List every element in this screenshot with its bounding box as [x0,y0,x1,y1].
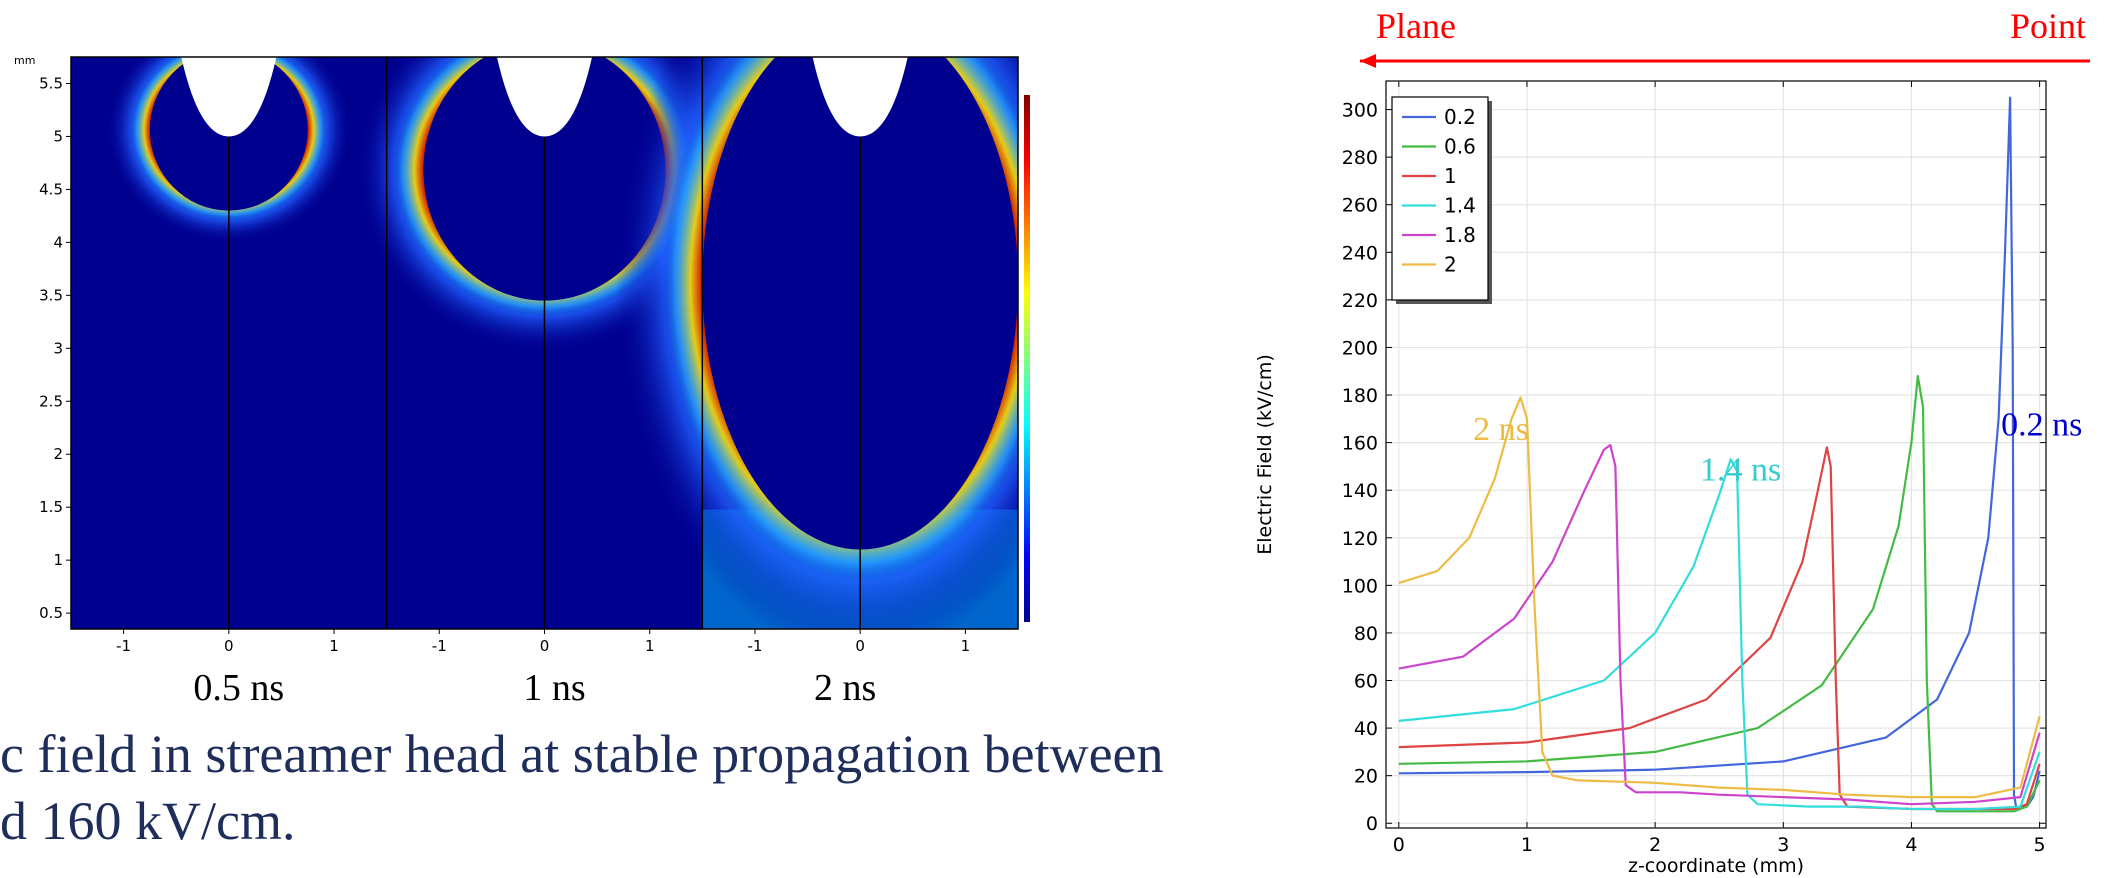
x-tick-label: 0 [1393,834,1405,856]
series-line-2 [1398,396,2041,799]
heatmap-y-tick: 4.5 [39,180,63,198]
caption-line-2: d 160 kV/cm. [0,791,296,851]
heatmap-time-label: 0.5 ns [193,667,284,709]
heatmap-y-tick: 5 [53,127,63,145]
series-annotation: 2 ns [1473,411,1529,448]
y-tick-label: 240 [1342,242,1378,264]
y-tick-label: 0 [1366,813,1378,835]
y-tick-label: 120 [1342,528,1378,550]
y-tick-label: 300 [1342,100,1378,122]
heatmap-y-tick: 3 [53,339,63,357]
heatmap-x-tick: 1 [329,637,339,655]
y-tick-label: 40 [1354,718,1378,740]
legend: 0.2 0.6 1 1.4 1.8 2 [1391,96,1492,304]
heatmap-panel-3 [615,57,1018,629]
header-right-label: Point [2010,6,2086,46]
y-tick-label: 200 [1342,337,1378,359]
heatmap-x-tick: 0 [855,637,865,655]
legend-entry: 1.8 [1444,223,1476,247]
legend-entry: 0.2 [1444,105,1476,129]
x-tick-label: 1 [1521,834,1533,856]
y-tick-label: 100 [1342,575,1378,597]
series-annotation: 1.4 ns [1700,452,1781,489]
heatmap-y-tick: 4 [53,233,63,251]
heatmap-y-tick: 2.5 [39,392,63,410]
x-tick-label: 4 [1905,834,1917,856]
heatmap-x-tick: 0 [224,637,234,655]
y-axis-label: Electric Field (kV/cm) [1254,354,1276,555]
electric-field-line-chart: Plane Point020406080100120140160180200220… [1254,6,2090,877]
header-left-label: Plane [1376,6,1456,46]
y-tick-label: 20 [1354,766,1378,788]
x-axis-label: z-coordinate (mm) [1628,855,1804,877]
y-tick-label: 180 [1342,385,1378,407]
heatmap-time-label: 2 ns [814,667,876,709]
heatmap-y-unit: mm [14,54,35,67]
caption-line-1: c field in streamer head at stable propa… [0,724,1164,784]
x-tick-label: 3 [1777,834,1789,856]
heatmap-x-tick: -1 [432,637,447,655]
series-line-1.8 [1398,443,2041,806]
y-tick-label: 280 [1342,147,1378,169]
heatmap-x-tick: -1 [747,637,762,655]
y-tick-label: 260 [1342,195,1378,217]
legend-entry: 2 [1444,253,1457,277]
y-tick-label: 80 [1354,623,1378,645]
heatmap-y-tick: 2 [53,445,63,463]
y-tick-label: 140 [1342,480,1378,502]
colorbar [1024,95,1030,622]
heatmap-x-tick: -1 [116,637,131,655]
y-tick-label: 60 [1354,671,1378,693]
legend-entry: 0.6 [1444,135,1476,159]
y-tick-label: 220 [1342,290,1378,312]
series-line-0.6 [1398,374,2041,813]
heatmap-x-tick: 1 [645,637,655,655]
legend-entry: 1.4 [1444,194,1476,218]
x-tick-label: 2 [1649,834,1661,856]
series-annotation: 0.2 ns [2001,406,2082,443]
y-tick-label: 160 [1342,433,1378,455]
heatmap-y-tick: 0.5 [39,604,63,622]
series-line-1.4 [1398,458,2041,811]
heatmap-y-tick: 5.5 [39,74,63,92]
heatmap-y-tick: 1.5 [39,498,63,516]
heatmap-y-tick: 1 [53,551,63,569]
heatmap-time-label: 1 ns [523,667,585,709]
heatmap-x-tick: 0 [540,637,550,655]
legend-entry: 1 [1444,164,1457,188]
x-tick-label: 5 [2034,834,2046,856]
heatmap-panel-1 [71,57,387,629]
heatmap-x-tick: 1 [961,637,971,655]
heatmap-y-tick: 3.5 [39,286,63,304]
streamer-heatmap-figure: -1 0 1 0.5 ns -1 0 1 1 ns -1 0 1 2 ns 5.5 5 4.5 4 3.5 3 2.… [14,54,1030,709]
arrow-head-icon [1360,54,1376,68]
